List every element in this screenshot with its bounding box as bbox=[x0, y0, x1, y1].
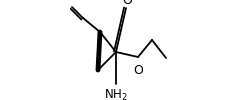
Text: O: O bbox=[134, 64, 144, 76]
Text: NH$_2$: NH$_2$ bbox=[104, 88, 128, 100]
Text: O: O bbox=[123, 0, 132, 7]
